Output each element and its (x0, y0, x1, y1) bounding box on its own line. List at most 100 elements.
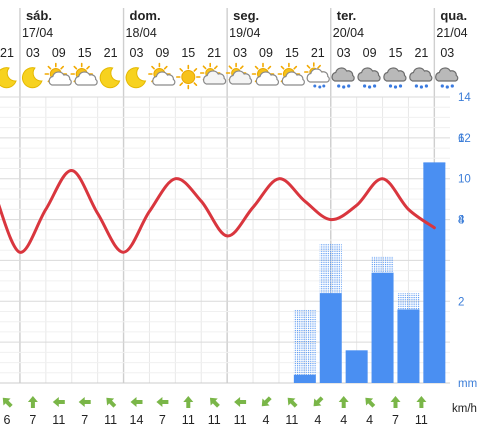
day-date: 19/04 (229, 26, 260, 40)
hour-label: 21 (414, 46, 428, 60)
wind-arrow-icon (2, 397, 13, 408)
precip-range-bar (319, 244, 342, 294)
hour-labels: 21 03 09 15 21 03 09 15 21 03 09 15 21 03 09 15 21 03 (0, 46, 454, 60)
wind-arrow-icon (261, 396, 272, 407)
precip-tick-label: 2 (458, 296, 464, 308)
hour-label: 03 (233, 46, 247, 60)
wind-arrow-icon (78, 397, 91, 407)
temp-tick-label: 10 (458, 174, 471, 186)
wind-arrow-icon (183, 396, 194, 408)
day-name: qua. (440, 8, 467, 23)
moon-icon (0, 67, 17, 89)
wind-speed-label: 7 (392, 413, 399, 427)
wind-arrow-icon (106, 397, 117, 408)
hour-label: 15 (389, 46, 403, 60)
wind-unit-label: km/h (452, 403, 477, 415)
temperature-series (0, 169, 436, 254)
hour-label: 21 (207, 46, 221, 60)
hour-label: 03 (130, 46, 144, 60)
day-date: 21/04 (436, 26, 467, 40)
partly-cloudy-icon (199, 62, 227, 85)
precip-bar (319, 293, 342, 383)
precipitation-bars (293, 162, 446, 383)
wind-speed-label: 11 (415, 413, 428, 427)
precip-range-bar (397, 293, 420, 310)
partly-sunny-icon (44, 62, 72, 86)
rain-cloud-icon (357, 67, 381, 89)
wind-speed-label: 7 (29, 413, 36, 427)
wind-speed-label: 4 (366, 413, 373, 427)
temp-tick-label: 14 (458, 92, 471, 104)
precip-unit-label: mm (458, 378, 477, 390)
day-name: ter. (337, 8, 357, 23)
wind-arrow-icon (52, 397, 65, 407)
light-rain-icon (303, 62, 330, 89)
partly-cloudy-icon (225, 62, 253, 85)
hour-label: 21 (104, 46, 118, 60)
precip-tick-label: 4 (458, 215, 465, 227)
hour-label: 21 (311, 46, 325, 60)
wind-speed-label: 4 (340, 413, 347, 427)
wind-speed-label: 4 (314, 413, 321, 427)
hour-label: 21 (0, 46, 14, 60)
hour-label: 09 (259, 46, 273, 60)
precip-bar-cap (423, 162, 446, 166)
hour-label: 09 (52, 46, 66, 60)
hour-label: 15 (78, 46, 92, 60)
hour-label: 03 (337, 46, 351, 60)
precip-bar (345, 350, 368, 383)
day-date: 18/04 (126, 26, 157, 40)
wind-arrow-icon (390, 396, 401, 408)
hour-label: 15 (181, 46, 195, 60)
precip-bar (293, 374, 316, 383)
axis-labels: 8 10 12 14 2 4 6 mm (458, 92, 477, 390)
wind-speed-label: 11 (234, 413, 247, 427)
partly-sunny-icon (251, 62, 280, 86)
wind-arrow-icon (287, 397, 298, 408)
wind-speed-label: 14 (130, 413, 144, 427)
wind-arrow-icon (156, 397, 169, 407)
wind-arrow-icon (313, 396, 324, 407)
wind-arrow-icon (209, 397, 220, 408)
wind-arrow-icon (365, 397, 376, 408)
day-headers: sáb. 17/04 dom. 18/04 seg. 19/04 ter. 20/04 qua.… (22, 8, 468, 40)
temp-tick-label: 8 (458, 215, 464, 227)
wind-speed-label: 6 (4, 413, 11, 427)
wind-arrow-icon (27, 396, 38, 408)
precip-range-bar (293, 309, 316, 375)
wind-speed-label: 7 (159, 413, 166, 427)
precip-bar (423, 162, 446, 383)
weather-icons (0, 62, 459, 90)
hour-label: 09 (363, 46, 377, 60)
wind-speed-label: 11 (182, 413, 195, 427)
partly-sunny-icon (70, 62, 98, 86)
wind-arrow-icon (338, 396, 349, 408)
partly-sunny-icon (148, 62, 176, 86)
precip-range-bar (371, 256, 394, 273)
wind-arrow-icon (130, 397, 143, 407)
hour-label: 09 (155, 46, 169, 60)
rain-cloud-icon (383, 67, 407, 89)
precip-bar (371, 272, 394, 383)
wind-speed-label: 11 (104, 413, 117, 427)
hour-label: 15 (285, 46, 299, 60)
partly-sunny-icon (277, 62, 305, 86)
day-date: 20/04 (333, 26, 364, 40)
temp-tick-label: 12 (458, 133, 471, 145)
precip-tick-label: 6 (458, 133, 464, 145)
hour-label: 03 (440, 46, 454, 60)
moon-icon (125, 67, 147, 89)
wind-speed-label: 4 (263, 413, 270, 427)
day-name: sáb. (26, 8, 52, 23)
rain-cloud-icon (331, 67, 355, 89)
day-name: dom. (130, 8, 161, 23)
temperature-line (0, 169, 436, 254)
wind-row: 6 7 11 7 11 14 7 11 11 11 4 11 4 4 4 7 11 km/h (2, 396, 477, 427)
hour-label: 03 (26, 46, 40, 60)
wind-speed-label: 11 (208, 413, 221, 427)
rain-cloud-icon (435, 67, 459, 89)
sunny-icon (176, 64, 201, 90)
rain-cloud-icon (409, 67, 433, 89)
wind-arrow-icon (234, 397, 247, 407)
